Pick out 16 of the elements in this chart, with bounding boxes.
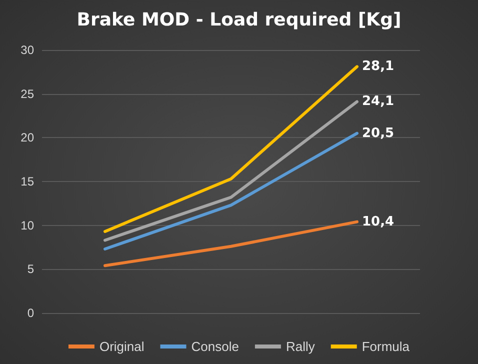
legend-label: Console [191,339,239,354]
y-tick-label: 20 [20,130,34,145]
data-label: 10,4 [362,214,394,230]
legend-label: Rally [286,339,316,354]
y-tick-label: 5 [27,262,34,276]
legend-label: Formula [362,339,410,354]
y-tick-label: 0 [27,306,34,320]
data-label: 20,5 [362,126,394,141]
data-label: 28,1 [362,59,394,74]
data-label: 24,1 [362,94,394,110]
y-tick-label: 30 [20,43,34,57]
chart-title: Brake MOD - Load required [Kg] [76,10,402,30]
y-tick-label: 25 [20,86,34,101]
y-tick-label: 10 [20,218,34,232]
legend-label: Original [99,339,144,354]
y-tick-label: 15 [20,174,34,188]
